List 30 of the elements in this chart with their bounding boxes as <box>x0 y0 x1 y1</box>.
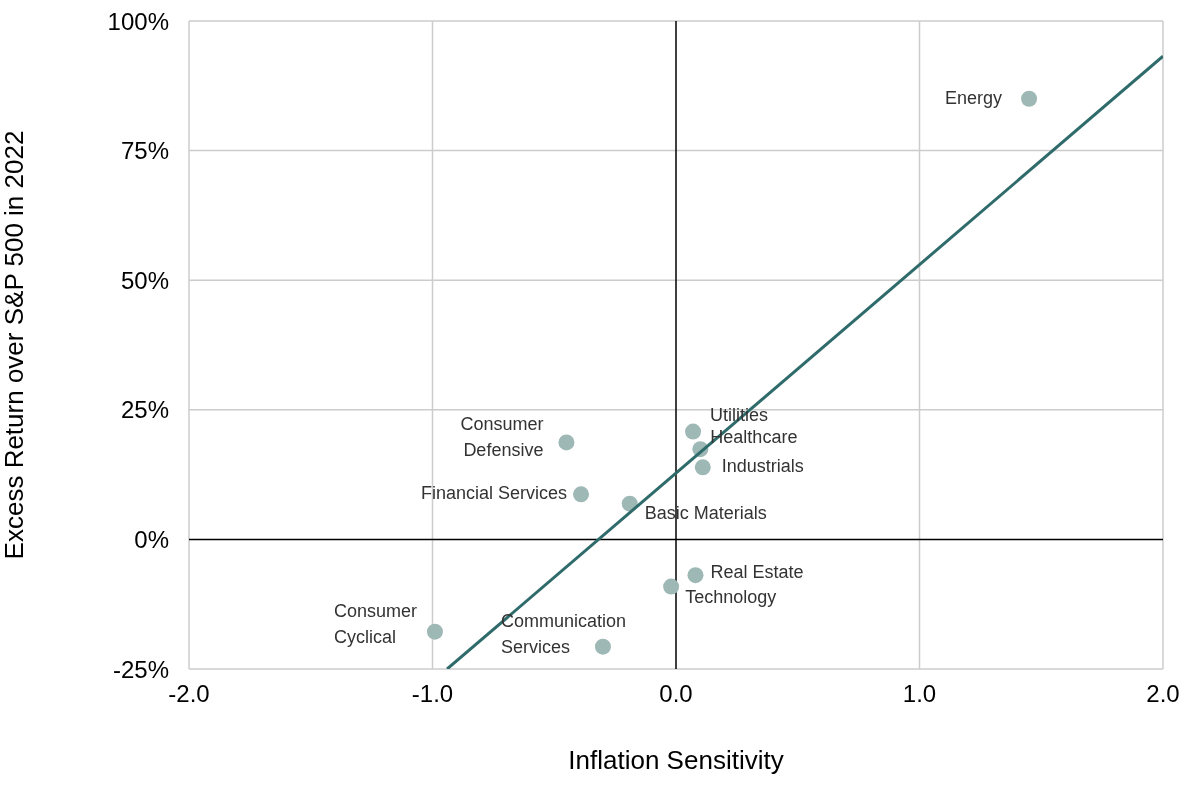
y-tick-label: 50% <box>120 266 169 294</box>
x-tick-label: -2.0 <box>168 680 210 708</box>
point <box>685 423 702 440</box>
y-tick-label: 25% <box>120 396 169 424</box>
x-tick-label: -1.0 <box>411 680 454 708</box>
annotation: Consumer Defensive <box>460 414 544 461</box>
point <box>426 623 443 640</box>
x-tick-label: 0.0 <box>659 680 693 708</box>
point <box>694 459 711 476</box>
y-tick-label: 0% <box>134 525 169 553</box>
point <box>663 578 680 595</box>
point <box>558 434 575 451</box>
annotation: Financial Services <box>420 483 568 504</box>
y-tick-label: 75% <box>120 137 169 165</box>
point <box>594 638 611 655</box>
annotation: Real Estate <box>710 561 804 582</box>
annotation: Technology <box>685 586 777 607</box>
point <box>573 486 590 503</box>
x-tick-label: 1.0 <box>902 680 937 708</box>
annotation: Energy <box>945 87 1003 108</box>
point <box>1021 90 1038 107</box>
y-tick-label: -25% <box>112 655 169 683</box>
point <box>687 567 704 584</box>
x-axis-title: Inflation Sensitivity <box>568 745 784 775</box>
annotation: Communication Services <box>500 610 627 657</box>
y-tick-label: 100% <box>107 7 169 35</box>
annotation: Consumer Cyclical <box>333 600 417 647</box>
annotation: Industrials <box>721 456 804 477</box>
x-tick-label: 2.0 <box>1146 680 1180 708</box>
y-axis-title: Excess Return over S&P 500 in 2022 <box>0 130 30 560</box>
